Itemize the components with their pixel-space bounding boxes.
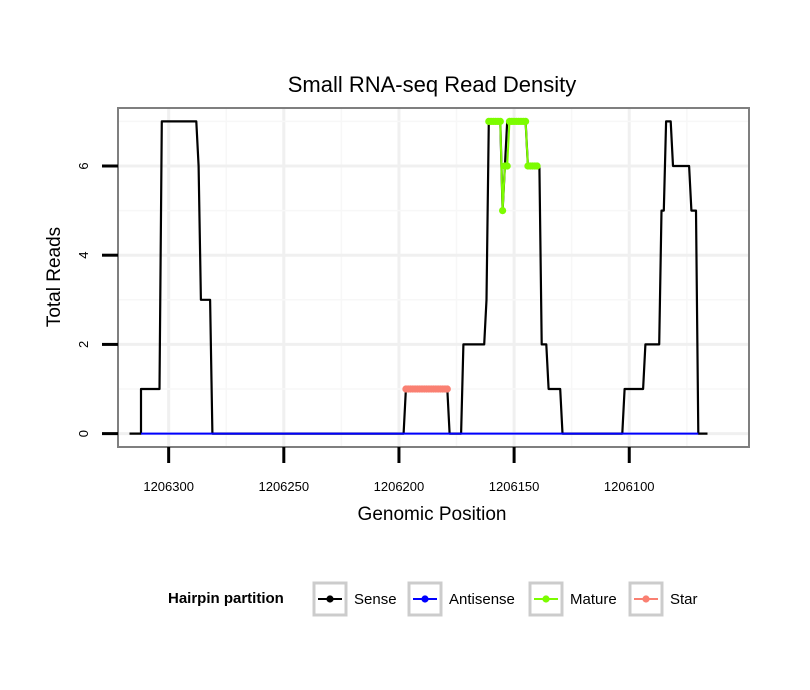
legend-label: Antisense: [449, 591, 515, 608]
legend-item-mature: Mature: [528, 581, 617, 617]
data-point-mature: [522, 117, 530, 125]
legend-key-dot: [421, 595, 429, 603]
data-point-mature: [503, 162, 511, 170]
data-point-mature: [496, 117, 504, 125]
x-tick-label: 1206300: [143, 479, 194, 494]
legend-label: Sense: [354, 591, 397, 608]
legend-key-dot: [542, 595, 550, 603]
plot-border: [117, 107, 750, 448]
y-tick-label: 2: [76, 341, 91, 348]
y-axis: 0 2 4 6: [76, 162, 118, 437]
y-tick-label: 0: [76, 430, 91, 437]
x-tick-label: 1206150: [489, 479, 540, 494]
x-tick-label: 1206100: [604, 479, 655, 494]
x-tick-label: 1206250: [258, 479, 309, 494]
data-point-mature: [499, 207, 507, 215]
x-tick-label: 1206200: [374, 479, 425, 494]
chart-title: Small RNA-seq Read Density: [288, 72, 577, 97]
y-axis-title: Total Reads: [44, 227, 65, 327]
legend-item-antisense: Antisense: [407, 581, 515, 617]
data-point-mature: [533, 162, 541, 170]
series-layer: [129, 117, 708, 435]
y-tick-label: 6: [76, 162, 91, 169]
x-axis-title: Genomic Position: [358, 504, 507, 525]
legend-title: Hairpin partition: [168, 590, 284, 607]
legend-key-dot: [642, 595, 650, 603]
x-axis: 1206300 1206250 1206200 1206150 1206100: [143, 447, 655, 494]
data-point-star: [443, 385, 451, 393]
y-tick-label: 4: [76, 252, 91, 259]
plot-panel: [117, 107, 750, 448]
legend-entries: Sense Antisense Mature Star: [312, 581, 698, 617]
legend-label: Mature: [570, 591, 617, 608]
legend-label: Star: [670, 591, 698, 608]
legend-key-dot: [326, 595, 334, 603]
legend-item-sense: Sense: [312, 581, 397, 617]
legend: Hairpin partition Sense Antisense Mature St…: [168, 581, 698, 617]
legend-item-star: Star: [628, 581, 698, 617]
